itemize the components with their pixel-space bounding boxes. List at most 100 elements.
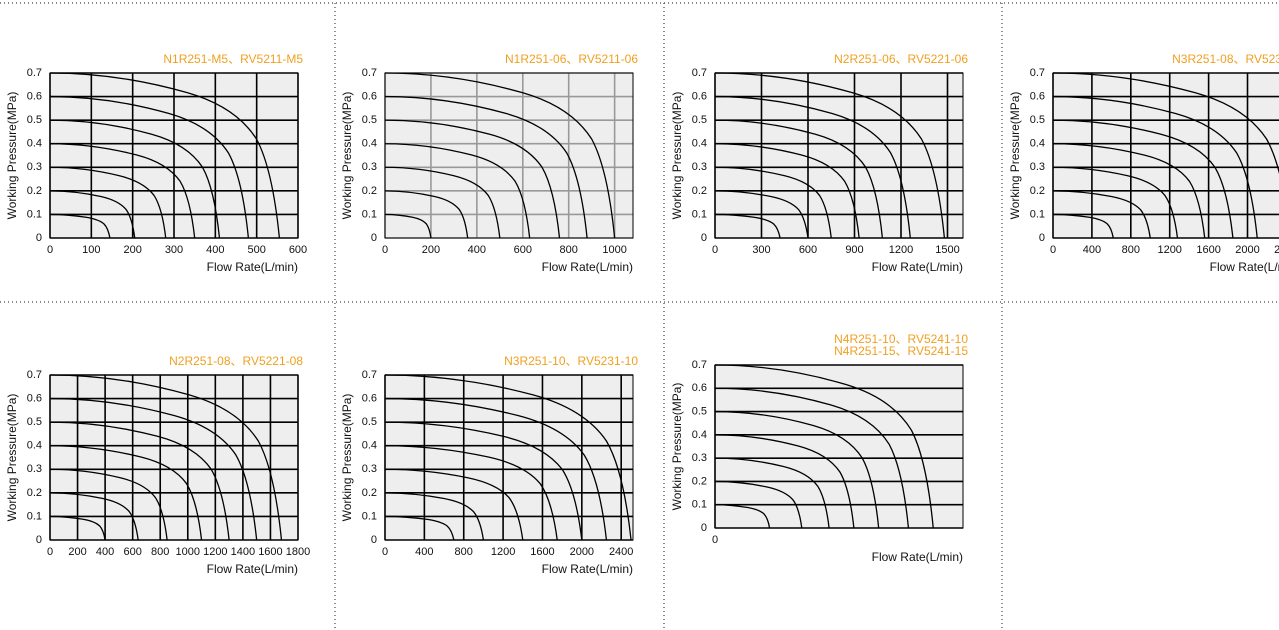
y-tick-label: 0.3 xyxy=(692,161,707,173)
x-axis-label: Flow Rate(L/min) xyxy=(542,260,633,274)
x-tick-label: 1400 xyxy=(231,546,255,558)
plot-area xyxy=(385,375,633,540)
chart-title: N2R251-08、RV5221-08 xyxy=(169,354,303,368)
y-tick-label: 0.4 xyxy=(27,138,42,150)
chart: N3R251-08、RV5231-08 0 0.1 0.2 0.3 0.4 0.5 0.6 0.… xyxy=(1008,52,1279,274)
x-tick-label: 400 xyxy=(1083,244,1101,256)
curve xyxy=(384,492,485,541)
y-tick-label: 0.7 xyxy=(362,67,377,79)
curve xyxy=(714,387,910,529)
chart: N1R251-06、RV5211-06 0 0.1 0.2 0.3 0.4 0.5 0.6 0.… xyxy=(340,52,638,274)
y-tick-label: 0.2 xyxy=(692,185,707,197)
x-axis-label: Flow Rate(L/min) xyxy=(207,562,298,576)
curve xyxy=(1052,95,1258,239)
curve xyxy=(384,95,588,239)
y-tick-label: 0 xyxy=(371,232,377,244)
curve xyxy=(1052,72,1279,175)
y-tick-label: 0.6 xyxy=(362,392,377,404)
x-tick-label: 0 xyxy=(712,534,718,546)
curve xyxy=(384,421,583,541)
y-tick-label: 0.5 xyxy=(362,114,377,126)
x-tick-label: 200 xyxy=(68,546,86,558)
x-tick-label: 1000 xyxy=(176,546,200,558)
y-axis-label: Working Pressure(MPa) xyxy=(340,92,354,220)
y-tick-label: 0.3 xyxy=(1030,161,1045,173)
y-tick-label: 0.5 xyxy=(692,405,707,417)
y-tick-label: 0.3 xyxy=(362,463,377,475)
curve xyxy=(714,504,771,529)
y-tick-label: 0.3 xyxy=(27,463,42,475)
curve xyxy=(384,119,561,239)
y-tick-label: 0.4 xyxy=(362,138,377,150)
curve xyxy=(49,397,258,541)
y-tick-label: 0.6 xyxy=(692,90,707,102)
curve xyxy=(384,166,501,239)
y-tick-label: 0.7 xyxy=(692,67,707,79)
curve xyxy=(49,190,136,239)
curve xyxy=(384,468,524,541)
plot-frame xyxy=(714,364,964,529)
curve xyxy=(49,515,106,541)
x-tick-label: 1200 xyxy=(1157,244,1181,256)
y-tick-label: 0.1 xyxy=(692,208,707,220)
y-tick-label: 0.5 xyxy=(362,416,377,428)
curve xyxy=(384,213,432,239)
y-tick-label: 0.7 xyxy=(27,67,42,79)
y-tick-label: 0.6 xyxy=(27,392,42,404)
x-tick-label: 1600 xyxy=(530,546,554,558)
x-tick-label: 0 xyxy=(382,244,388,256)
y-axis-label: Working Pressure(MPa) xyxy=(670,92,684,220)
x-tick-label: 1500 xyxy=(935,244,959,256)
curve xyxy=(49,95,250,239)
y-tick-label: 0.7 xyxy=(27,369,42,381)
x-tick-label: 600 xyxy=(123,546,141,558)
y-tick-label: 0.7 xyxy=(362,369,377,381)
y-tick-label: 0.6 xyxy=(27,90,42,102)
y-tick-label: 0.2 xyxy=(27,185,42,197)
x-tick-label: 800 xyxy=(1122,244,1140,256)
curve xyxy=(714,364,934,529)
x-tick-label: 2000 xyxy=(570,546,594,558)
x-axis-label: Flow Rate(L/min) xyxy=(872,260,963,274)
x-tick-label: 0 xyxy=(712,244,718,256)
y-tick-label: 0.4 xyxy=(692,138,707,150)
x-tick-label: 100 xyxy=(82,244,100,256)
y-tick-label: 0 xyxy=(701,522,707,534)
y-tick-label: 0.6 xyxy=(1030,90,1045,102)
y-axis-label: Working Pressure(MPa) xyxy=(340,394,354,522)
curve xyxy=(49,468,168,541)
x-tick-label: 1200 xyxy=(491,546,515,558)
curve xyxy=(714,434,855,529)
chart-title: N1R251-M5、RV5211-M5 xyxy=(163,52,303,66)
y-tick-label: 0.7 xyxy=(1030,67,1045,79)
plot-area xyxy=(715,365,963,528)
plot-area xyxy=(1053,73,1279,238)
y-tick-label: 0.4 xyxy=(362,440,377,452)
x-tick-label: 0 xyxy=(47,546,53,558)
y-tick-label: 0.2 xyxy=(692,475,707,487)
curve xyxy=(49,421,230,541)
y-tick-label: 0.5 xyxy=(692,114,707,126)
y-axis-label: Working Pressure(MPa) xyxy=(5,394,19,522)
chart: N3R251-10、RV5231-10 0 0.1 0.2 0.3 0.4 0.5 0.6 0.… xyxy=(340,354,638,576)
y-tick-label: 0.3 xyxy=(27,161,42,173)
curve xyxy=(49,492,139,541)
chart-title: N4R251-10、RV5241-10 xyxy=(834,332,968,346)
chart-title: N3R251-08、RV5231-08 xyxy=(1172,52,1279,66)
curve xyxy=(49,374,283,541)
x-tick-label: 400 xyxy=(468,244,486,256)
y-tick-label: 0.6 xyxy=(692,382,707,394)
y-tick-label: 0.4 xyxy=(692,429,707,441)
plot-area xyxy=(715,73,963,238)
y-axis-label: Working Pressure(MPa) xyxy=(1008,92,1022,220)
x-tick-label: 0 xyxy=(382,546,388,558)
x-tick-label: 600 xyxy=(799,244,817,256)
x-tick-label: 0 xyxy=(47,244,53,256)
x-tick-label: 300 xyxy=(752,244,770,256)
y-tick-label: 0.3 xyxy=(692,452,707,464)
curve xyxy=(49,143,196,239)
curve xyxy=(384,143,531,239)
y-tick-label: 0.1 xyxy=(1030,208,1045,220)
x-tick-label: 1200 xyxy=(889,244,913,256)
